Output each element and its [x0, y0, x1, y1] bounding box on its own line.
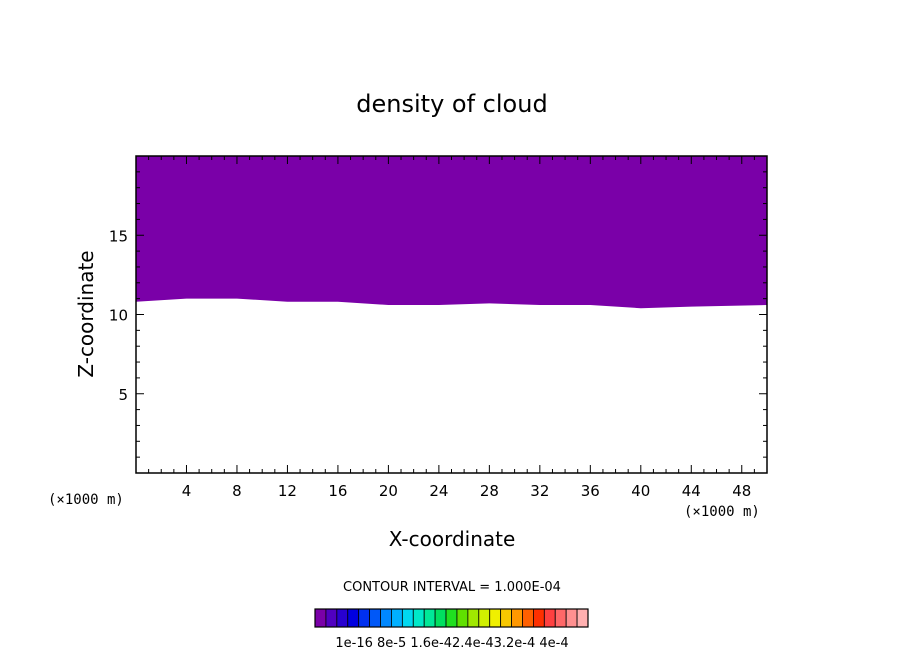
x-tick-label: 12 — [278, 482, 297, 500]
y-axis: 5 10 15 — [109, 171, 767, 458]
y-tick-label: 5 — [118, 386, 128, 404]
colorbar-swatch — [576, 608, 589, 628]
x-tick-label: 20 — [379, 482, 398, 500]
x-unit-right: (×1000 m) — [684, 504, 760, 520]
colorbar-swatch — [554, 608, 567, 628]
x-tick-label: 8 — [232, 482, 242, 500]
colorbar — [314, 608, 589, 628]
colorbar-swatch — [533, 608, 545, 628]
colorbar-swatch — [511, 608, 523, 628]
contour-interval: CONTOUR INTERVAL = 1.000E-04 — [343, 580, 561, 595]
x-axis-label: X-coordinate — [389, 527, 516, 551]
x-tick-label: 16 — [328, 482, 347, 500]
contour-band-6 — [136, 156, 767, 309]
x-tick-label: 36 — [581, 482, 600, 500]
colorbar-swatch — [445, 608, 458, 628]
y-tick-label: 10 — [109, 307, 128, 325]
y-axis-label: Z-coordinate — [74, 250, 98, 377]
colorbar-swatch — [522, 608, 534, 628]
colorbar-swatch — [358, 608, 370, 628]
x-tick-label: 4 — [182, 482, 192, 500]
colorbar-swatch — [456, 608, 469, 628]
y-tick-label: 15 — [109, 227, 128, 245]
colorbar-swatch — [434, 608, 447, 628]
chart-title: density of cloud — [356, 90, 547, 118]
colorbar-swatch — [478, 608, 491, 628]
colorbar-swatch — [336, 608, 349, 628]
x-tick-label: 48 — [732, 482, 751, 500]
colorbar-swatch — [489, 608, 502, 628]
contour-fields — [136, 156, 767, 473]
colorbar-swatch — [325, 608, 338, 628]
colorbar-swatch — [401, 608, 414, 628]
colorbar-swatch — [543, 608, 556, 628]
x-tick-label: 40 — [631, 482, 650, 500]
colorbar-swatch — [347, 608, 360, 628]
colorbar-swatch — [391, 608, 403, 628]
colorbar-labels: 1e-16 8e-5 1.6e-42.4e-43.2e-4 4e-4 — [335, 636, 568, 651]
x-axis: 4 8 12 16 20 24 28 32 36 40 44 48 — [148, 156, 755, 500]
x-unit-left: (×1000 m) — [48, 492, 124, 508]
colorbar-swatch — [412, 608, 425, 628]
x-tick-label: 44 — [682, 482, 701, 500]
x-tick-label: 28 — [480, 482, 499, 500]
colorbar-swatch — [467, 608, 480, 628]
x-tick-label: 32 — [530, 482, 549, 500]
colorbar-swatch — [500, 608, 512, 628]
colorbar-swatch — [314, 608, 327, 628]
colorbar-swatch — [369, 608, 381, 628]
colorbar-swatch — [423, 608, 436, 628]
colorbar-swatch — [380, 608, 392, 628]
colorbar-swatch — [565, 608, 578, 628]
colorbar-frame — [314, 608, 589, 628]
x-tick-label: 24 — [429, 482, 448, 500]
